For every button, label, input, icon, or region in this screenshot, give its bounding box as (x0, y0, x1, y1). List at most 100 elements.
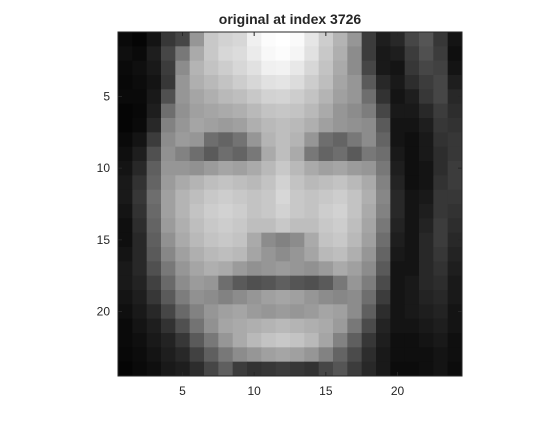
pixel-cell (275, 32, 291, 47)
image-cells (118, 32, 463, 377)
pixel-cell (118, 146, 133, 162)
pixel-cell (433, 189, 449, 205)
pixel-cell (175, 347, 191, 363)
pixel-cell (275, 60, 291, 76)
pixel-cell (304, 275, 320, 291)
pixel-cell (275, 361, 291, 377)
pixel-cell (146, 103, 162, 119)
pixel-cell (118, 161, 133, 176)
pixel-cell (447, 189, 463, 205)
pixel-cell (118, 118, 133, 133)
pixel-cell (204, 75, 219, 90)
pixel-cell (404, 290, 420, 305)
pixel-cell (361, 218, 377, 234)
pixel-cell (433, 290, 449, 305)
pixel-cell (118, 189, 133, 205)
pixel-cell (447, 161, 463, 176)
pixel-cell (333, 46, 348, 62)
pixel-cell (218, 60, 234, 76)
pixel-cell (290, 261, 305, 277)
pixel-cell (261, 347, 277, 363)
pixel-cell (161, 247, 176, 262)
pixel-cell (247, 60, 262, 76)
pixel-cell (175, 361, 191, 377)
pixel-cell (232, 161, 248, 176)
pixel-cell (161, 318, 176, 334)
pixel-cell (318, 304, 334, 320)
pixel-cell (275, 132, 291, 148)
pixel-cell (404, 46, 420, 62)
pixel-cell (290, 118, 305, 133)
pixel-cell (419, 290, 434, 305)
pixel-cell (204, 261, 219, 277)
pixel-cell (318, 146, 334, 162)
pixel-cell (318, 118, 334, 133)
pixel-cell (347, 118, 363, 133)
pixel-cell (204, 204, 219, 219)
pixel-cell (146, 261, 162, 277)
pixel-cell (118, 204, 133, 219)
pixel-cell (161, 60, 176, 76)
pixel-cell (146, 318, 162, 334)
pixel-cell (347, 232, 363, 248)
pixel-cell (318, 247, 334, 262)
pixel-cell (146, 347, 162, 363)
pixel-cell (175, 46, 191, 62)
pixel-cell (247, 261, 262, 277)
pixel-cell (146, 89, 162, 105)
pixel-cell (333, 175, 348, 191)
pixel-cell (447, 290, 463, 305)
pixel-cell (433, 60, 449, 76)
pixel-cell (146, 60, 162, 76)
pixel-cell (232, 275, 248, 291)
pixel-cell (376, 118, 391, 133)
pixel-cell (118, 132, 133, 148)
pixel-cell (361, 161, 377, 176)
pixel-cell (175, 75, 191, 90)
pixel-cell (404, 132, 420, 148)
pixel-cell (318, 204, 334, 219)
pixel-cell (361, 232, 377, 248)
pixel-cell (247, 32, 262, 47)
pixel-cell (189, 275, 205, 291)
pixel-cell (447, 261, 463, 277)
pixel-cell (304, 32, 320, 47)
pixel-cell (290, 361, 305, 377)
pixel-cell (261, 89, 277, 105)
pixel-cell (261, 218, 277, 234)
pixel-cell (290, 333, 305, 348)
pixel-cell (218, 132, 234, 148)
pixel-cell (404, 318, 420, 334)
x-tick-label: 15 (319, 384, 333, 398)
pixel-cell (218, 290, 234, 305)
pixel-cell (376, 75, 391, 90)
pixel-cell (390, 132, 406, 148)
pixel-cell (232, 261, 248, 277)
pixel-cell (275, 46, 291, 62)
pixel-cell (261, 146, 277, 162)
pixel-cell (390, 247, 406, 262)
pixel-cell (361, 60, 377, 76)
pixel-cell (218, 261, 234, 277)
pixel-cell (247, 146, 262, 162)
pixel-cell (419, 175, 434, 191)
pixel-cell (189, 333, 205, 348)
pixel-cell (232, 204, 248, 219)
pixel-cell (419, 261, 434, 277)
pixel-cell (447, 60, 463, 76)
pixel-cell (419, 347, 434, 363)
pixel-cell (132, 132, 148, 148)
pixel-cell (361, 361, 377, 377)
pixel-cell (204, 46, 219, 62)
pixel-cell (433, 304, 449, 320)
pixel-cell (204, 89, 219, 105)
pixel-cell (376, 32, 391, 47)
pixel-cell (232, 32, 248, 47)
pixel-cell (347, 247, 363, 262)
pixel-cell (146, 189, 162, 205)
pixel-cell (290, 247, 305, 262)
pixel-cell (275, 275, 291, 291)
pixel-cell (404, 232, 420, 248)
pixel-cell (161, 232, 176, 248)
